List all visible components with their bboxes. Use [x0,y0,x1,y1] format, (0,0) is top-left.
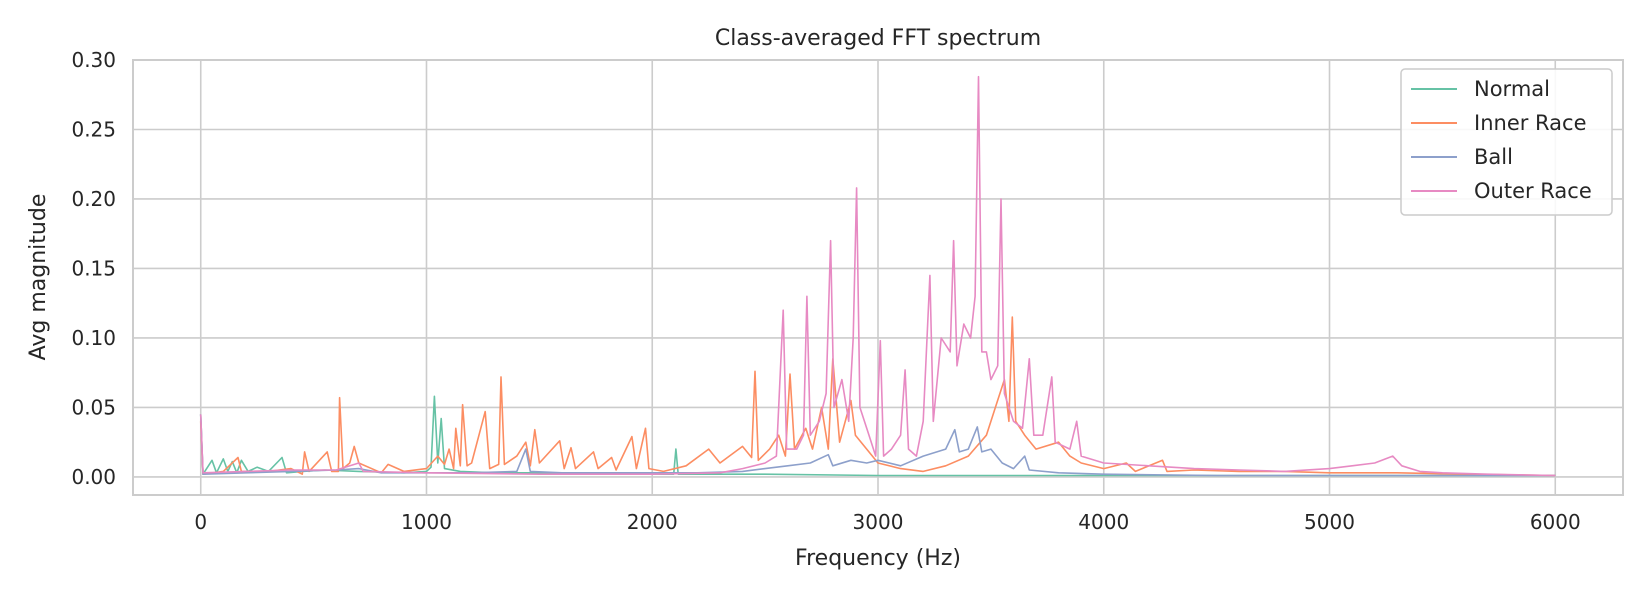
y-tick-label: 0.10 [71,326,116,350]
y-axis-ticks: 0.00 0.05 0.10 0.15 0.20 0.25 0.30 [71,48,116,489]
legend-label-inner-race: Inner Race [1474,111,1587,135]
legend: Normal Inner Race Ball Outer Race [1400,68,1613,216]
y-tick-label: 0.20 [71,187,116,211]
legend-label-normal: Normal [1474,77,1550,101]
series-line-normal [199,395,1556,477]
x-tick-label: 1000 [401,510,452,534]
y-tick-label: 0.00 [71,465,116,489]
x-axis-label: Frequency (Hz) [795,546,961,571]
x-axis-ticks: 0 1000 2000 3000 4000 5000 6000 [194,510,1580,534]
x-tick-label: 6000 [1530,510,1581,534]
y-tick-label: 0.30 [71,48,116,72]
y-axis-label: Avg magnitude [26,194,51,361]
series-layer [199,75,1556,477]
y-tick-label: 0.25 [71,117,116,141]
y-tick-label: 0.15 [71,256,116,280]
legend-label-outer-race: Outer Race [1474,179,1592,203]
legend-label-ball: Ball [1474,145,1513,169]
legend-box [1400,68,1613,216]
y-tick-label: 0.05 [71,395,116,419]
x-tick-label: 4000 [1078,510,1129,534]
chart-title: Class-averaged FFT spectrum [715,26,1041,51]
x-tick-label: 5000 [1304,510,1355,534]
x-tick-label: 3000 [853,510,904,534]
x-tick-label: 0 [194,510,207,534]
x-tick-label: 2000 [627,510,678,534]
series-line-outer-race [199,75,1556,477]
